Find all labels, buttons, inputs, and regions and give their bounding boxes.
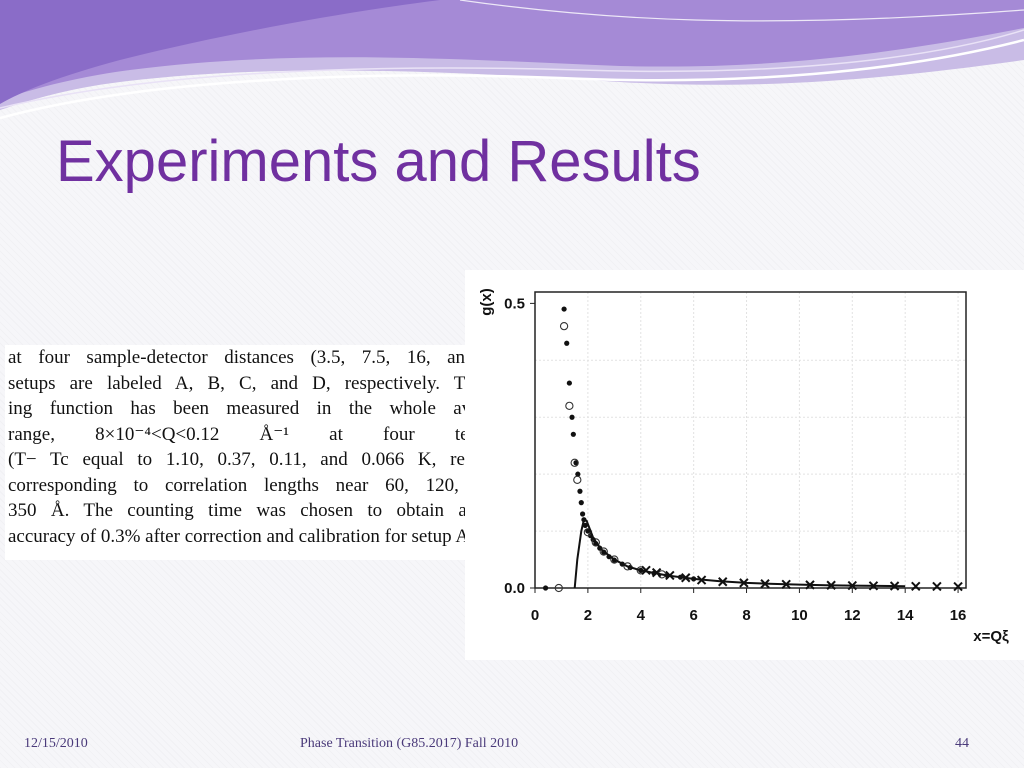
- footer-page-number: 44: [955, 736, 969, 751]
- paper-line: setups are labeled A, B, C, and D, respe…: [8, 372, 553, 394]
- x-tick-label: 10: [791, 607, 808, 624]
- cross-stroke: [641, 565, 651, 576]
- paper-line: corresponding to correlation lengths nea…: [8, 474, 553, 496]
- footer-course-name: Phase Transition (G85.2017) Fall 2010: [300, 736, 519, 751]
- slide-title: Experiments and Results: [56, 129, 701, 194]
- y-tick-label: 0.5: [504, 295, 525, 312]
- data-point-cross: [932, 581, 942, 592]
- cross-stroke: [932, 581, 942, 592]
- x-tick-label: 8: [742, 607, 750, 624]
- paper-line: ing function has been measured in the wh…: [8, 398, 553, 419]
- header-swoosh-decoration: [0, 0, 1024, 120]
- data-point-filled: [566, 380, 572, 386]
- data-point-filled: [569, 414, 575, 420]
- paper-line: (T− Tc equal to 1.10, 0.37, 0.11, and 0.…: [8, 449, 553, 470]
- data-point-filled: [575, 471, 581, 477]
- data-point-filled: [573, 460, 579, 466]
- x-tick-label: 6: [689, 607, 697, 624]
- data-point-filled: [561, 306, 567, 312]
- tick-layer: 0 2 4 6 8 10 12 14 16 0.0 0.5: [504, 295, 966, 624]
- data-point-open: [570, 458, 579, 467]
- data-point-filled: [582, 522, 588, 528]
- x-tick-label: 16: [950, 607, 967, 624]
- data-point-filled: [570, 431, 576, 437]
- paper-line: at four sample-detector distances (3.5, …: [8, 347, 553, 368]
- plot-frame: [534, 291, 967, 589]
- data-point-open: [573, 475, 582, 484]
- data-point-filled: [579, 511, 586, 517]
- cross-stroke: [953, 581, 963, 592]
- data-point-open: [623, 562, 632, 571]
- x-tick-label: 12: [844, 607, 861, 624]
- x-tick-label: 14: [897, 607, 914, 624]
- data-point-open: [554, 583, 563, 593]
- data-point-filled: [578, 500, 584, 506]
- data-point-cross: [911, 581, 921, 591]
- scaling-function-chart: 0 2 4 6 8 10 12 14 16 0.0 0.5 g(x) x=Qξ: [478, 288, 1009, 645]
- chart-panel: 0 2 4 6 8 10 12 14 16 0.0 0.5 g(x) x=Qξ: [465, 270, 1024, 660]
- x-tick-label: 0: [531, 607, 539, 624]
- paper-line: 350 Å. The counting time was chosen to o…: [8, 500, 553, 521]
- data-point-open: [591, 538, 600, 547]
- data-point-open: [610, 555, 619, 564]
- data-point-open: [559, 322, 569, 331]
- mark-layer: [542, 306, 963, 593]
- data-point-cross: [953, 581, 963, 592]
- paper-line: range, 8×10⁻⁴<Q<0.12 Å⁻¹ at four tempera…: [8, 423, 553, 445]
- data-point-filled: [577, 488, 583, 494]
- data-point-cross: [641, 565, 651, 576]
- x-tick-label: 4: [637, 607, 646, 624]
- x-tick-label: 2: [584, 607, 592, 624]
- paper-line: accuracy of 0.3% after correction and ca…: [8, 525, 475, 547]
- cross-stroke: [911, 581, 921, 591]
- y-tick-label: 0.0: [504, 580, 525, 597]
- data-point-open: [599, 547, 608, 556]
- data-point-filled: [564, 340, 570, 346]
- y-axis-label: g(x): [478, 288, 495, 316]
- footer-date: 12/15/2010: [24, 736, 88, 751]
- x-axis-label: x=Qξ: [973, 628, 1009, 645]
- data-point-open: [565, 401, 574, 410]
- fit-curve-line: [573, 518, 906, 589]
- data-point-filled: [542, 585, 549, 591]
